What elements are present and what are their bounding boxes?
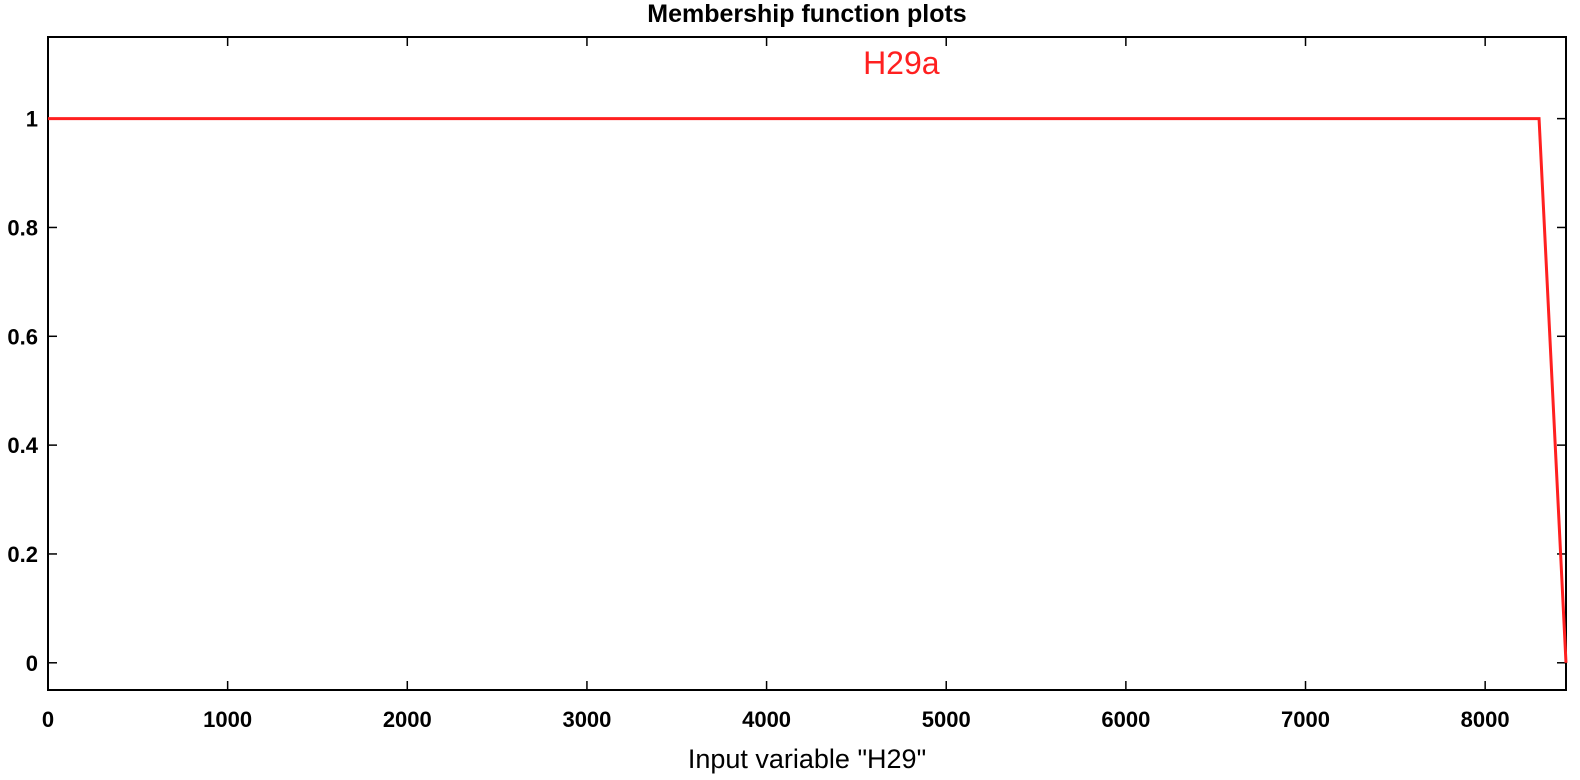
x-tick-label: 4000 [742,707,791,732]
y-tick-label: 0.6 [7,324,38,349]
x-tick-label: 6000 [1101,707,1150,732]
series-layer [48,117,1568,663]
annotation-layer: H29a [863,45,940,81]
plot-frame [47,36,1567,691]
mf-label: H29a [863,45,940,81]
x-tick-label: 5000 [922,707,971,732]
y-tick-label: 0.2 [7,542,38,567]
axis-ticks: 0 1000 2000 3000 4000 5000 6000 7000 8000 0 0.2 0.4… [7,37,1566,732]
x-tick-label: 2000 [383,707,432,732]
x-tick-label: 1000 [203,707,252,732]
y-tick-label: 0.8 [7,215,38,240]
x-tick-label: 7000 [1281,707,1330,732]
x-tick-label: 8000 [1461,707,1510,732]
x-tick-label: 3000 [562,707,611,732]
y-tick-label: 0 [26,651,38,676]
y-tick-label: 0.4 [7,433,38,458]
chart-title: Membership function plots [647,0,966,28]
x-tick-label: 0 [42,707,54,732]
y-tick-label: 1 [26,107,38,132]
x-axis-label: Input variable "H29" [688,744,926,774]
series-line-h29a [48,117,1568,663]
